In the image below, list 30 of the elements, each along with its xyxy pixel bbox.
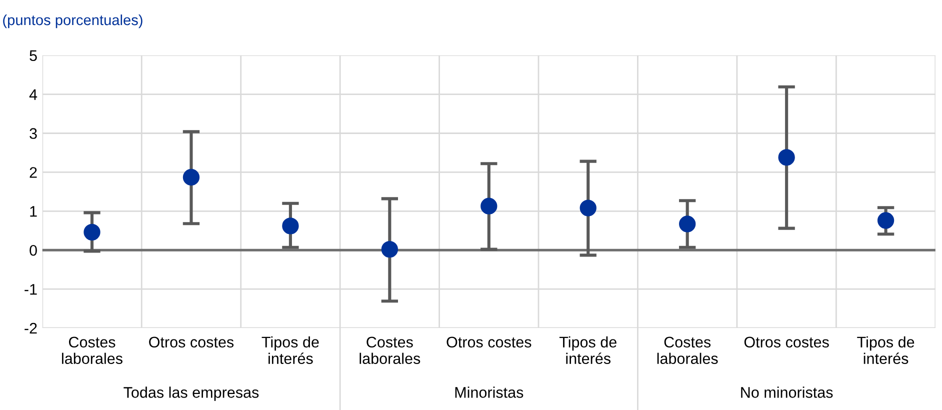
x-tick-label: Costes laborales — [62, 336, 122, 364]
point — [381, 240, 398, 258]
y-tick-label: 5 — [30, 50, 37, 62]
point — [778, 149, 795, 166]
point — [182, 168, 200, 186]
point — [679, 216, 696, 232]
y-axis-title: (puntos porcentuales) — [3, 14, 142, 28]
x-tick-label: Otros costes — [149, 336, 234, 348]
point — [580, 200, 596, 216]
x-tick-label: Tipos de interés — [559, 336, 616, 364]
point — [282, 218, 299, 234]
text: Minoristas — [455, 386, 524, 398]
y-tick-label: 2 — [30, 167, 37, 178]
y-tick-label: 3 — [30, 128, 37, 139]
y-tick-label: 1 — [30, 206, 37, 217]
text: Todas las empresas — [124, 386, 259, 401]
x-tick-label: Costes laborales — [657, 336, 718, 364]
x-tick-label: Otros costes — [744, 336, 829, 348]
y-tick-label: 4 — [29, 89, 38, 100]
x-tick-label: Otros costes — [446, 336, 532, 348]
text: No minoristas — [741, 386, 833, 398]
point — [480, 198, 498, 214]
y-tick-label: -1 — [24, 284, 37, 295]
y-tick-label: -2 — [24, 322, 37, 334]
x-tick-label: Costes laborales — [360, 336, 420, 364]
x-tick-label: Tipos de interés — [857, 336, 914, 364]
x-tick-label: Tipos de interés — [262, 336, 319, 364]
point — [877, 212, 894, 229]
point — [84, 224, 100, 241]
y-tick-label: 0 — [30, 244, 37, 256]
